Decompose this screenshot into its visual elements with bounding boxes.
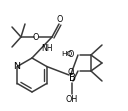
Text: HO: HO xyxy=(61,51,72,57)
Text: NH: NH xyxy=(41,44,53,53)
Text: N: N xyxy=(13,62,20,71)
Text: OH: OH xyxy=(66,94,78,103)
Text: O: O xyxy=(68,67,74,76)
Text: O: O xyxy=(33,33,39,42)
Text: O: O xyxy=(57,15,63,24)
Text: O: O xyxy=(68,50,74,58)
Text: B: B xyxy=(68,73,76,83)
